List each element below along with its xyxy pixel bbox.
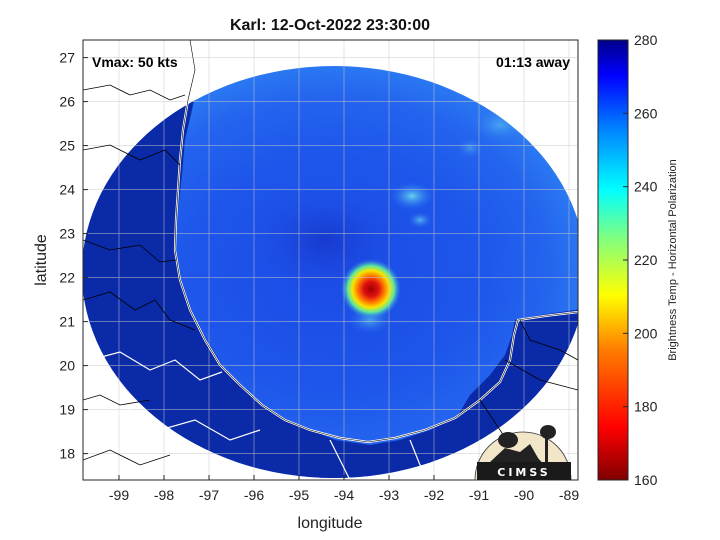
y-tick-label: 20 [59, 358, 75, 374]
x-axis-ticks: -99 -98 -97 -96 -95 -94 -93 -92 -91 -90 -89 [109, 475, 579, 503]
x-axis-label: longitude [298, 515, 363, 532]
x-tick-label: -95 [289, 487, 309, 503]
y-tick-label: 23 [59, 226, 75, 242]
colorbar-tick-label: 220 [634, 252, 658, 268]
y-tick-label: 24 [59, 182, 75, 198]
colorbar-label: Brightness Temp - Horizontal Polarizatio… [667, 159, 679, 361]
x-tick-label: -99 [109, 487, 129, 503]
vmax-annotation: Vmax: 50 kts [92, 54, 178, 70]
colorbar-tick-label: 240 [634, 179, 658, 195]
y-tick-label: 19 [59, 402, 75, 418]
colorbar-tick-label: 260 [634, 105, 658, 121]
plot-area [83, 40, 578, 480]
time-away-annotation: 01:13 away [496, 54, 570, 70]
grid [83, 40, 578, 480]
axes-frame [82, 39, 579, 481]
colorbar-tick-label: 160 [634, 472, 658, 488]
chart-title: Karl: 12-Oct-2022 23:30:00 [230, 17, 430, 34]
cimss-logo: CIMSS [474, 425, 572, 481]
colorbar-tick-label: 200 [634, 325, 658, 341]
x-tick-label: -96 [244, 487, 264, 503]
y-axis-ticks: 18 19 20 21 22 23 24 25 26 27 [59, 50, 88, 462]
y-tick-label: 22 [59, 270, 75, 286]
x-tick-label: -97 [199, 487, 219, 503]
y-tick-label: 18 [59, 446, 75, 462]
logo-text: CIMSS [497, 466, 550, 479]
x-tick-label: -89 [559, 487, 579, 503]
y-axis-label: latitude [33, 234, 50, 286]
y-tick-label: 25 [59, 138, 75, 154]
coastlines [83, 40, 578, 480]
y-tick-label: 21 [59, 314, 75, 330]
microwave-swath [83, 66, 578, 478]
colorbar-tick-label: 180 [634, 399, 658, 415]
x-tick-label: -93 [379, 487, 399, 503]
colorbar: 160 180 200 220 240 260 280 Brightness Temp - … [597, 32, 679, 488]
x-tick-label: -90 [514, 487, 534, 503]
x-tick-label: -91 [469, 487, 489, 503]
land-mexico [83, 66, 578, 478]
x-tick-label: -92 [424, 487, 444, 503]
x-tick-label: -98 [154, 487, 174, 503]
y-tick-label: 26 [59, 94, 75, 110]
colorbar-tick-label: 280 [634, 32, 658, 48]
x-tick-label: -94 [334, 487, 354, 503]
y-tick-label: 27 [59, 50, 75, 66]
colorbar-ticks: 160 180 200 220 240 260 280 [623, 32, 658, 488]
storm-core [341, 259, 401, 319]
